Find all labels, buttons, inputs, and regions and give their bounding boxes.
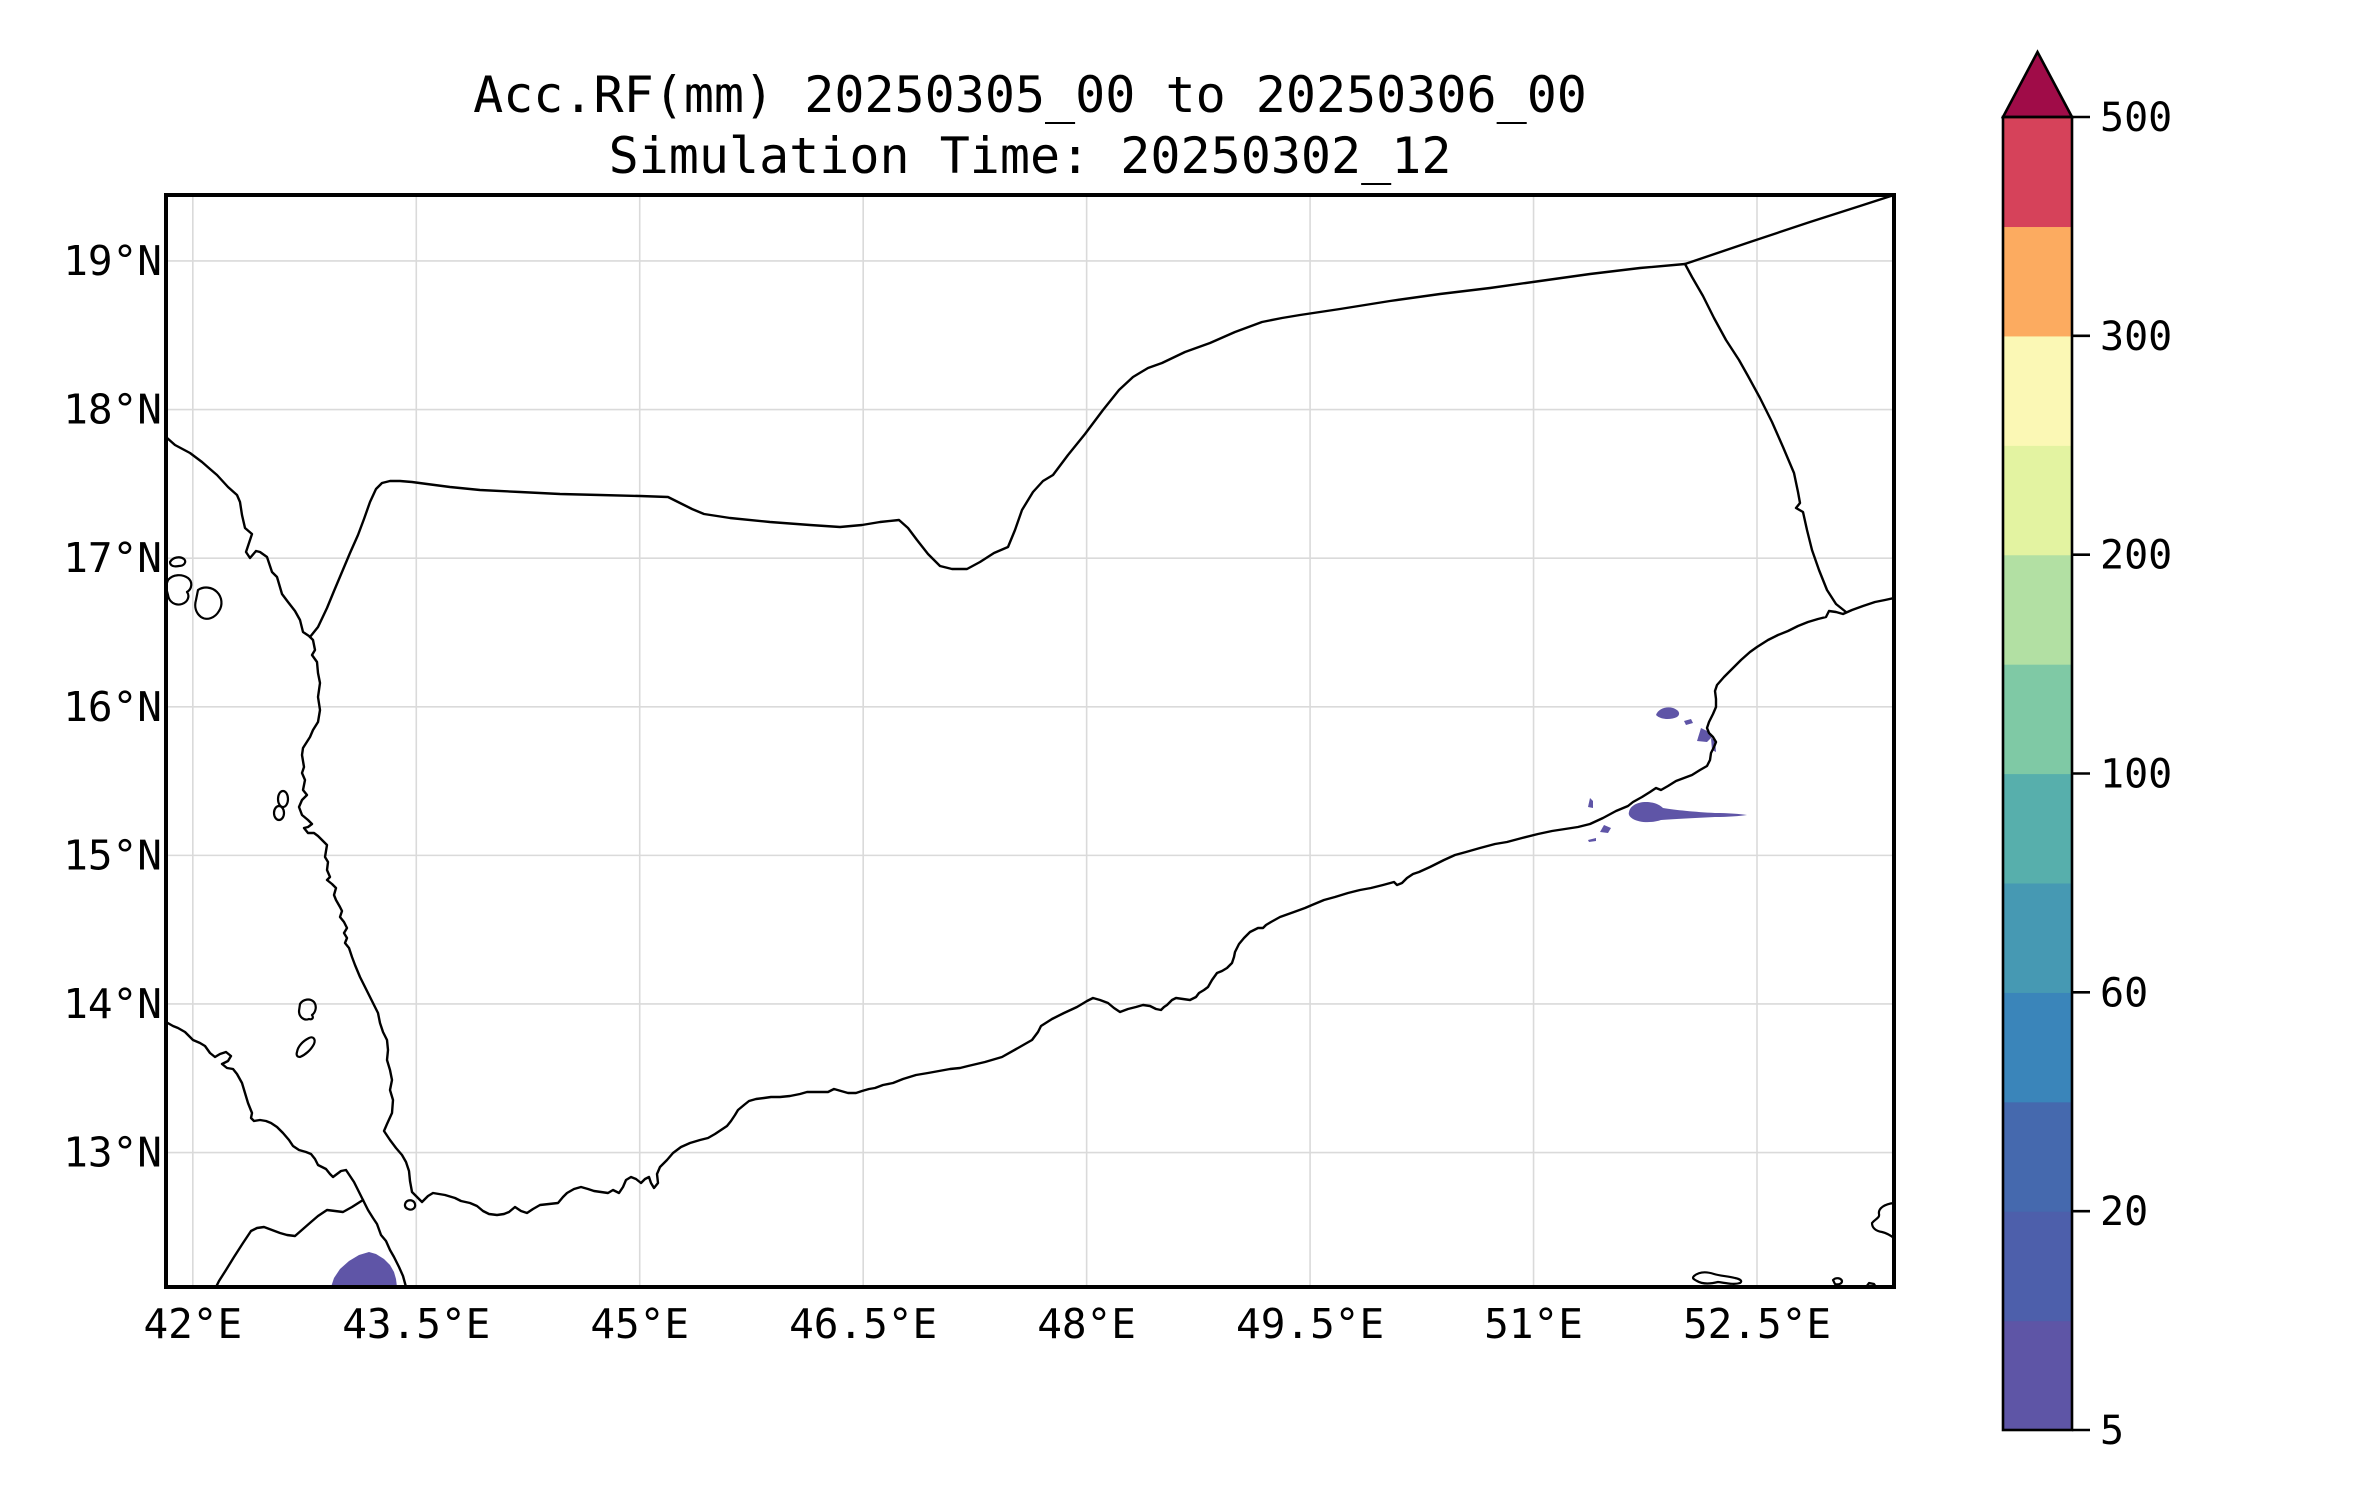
colorbar-segment [2003,554,2072,665]
island-perim [403,1199,417,1211]
border-djibouti [214,1198,365,1287]
x-tick-label: 48°E [1037,1300,1136,1348]
rain-patch-small-dash [1588,838,1596,842]
x-tick-label: 51°E [1484,1300,1583,1348]
y-tick-label: 18°N [63,386,162,434]
x-tick-label: 43.5°E [342,1300,490,1348]
rain-patch-ne-2 [1684,719,1693,725]
colorbar-segment [2003,992,2072,1103]
islands [166,556,1894,1287]
border-yemen-oman [1683,262,1848,614]
island-farasan-1 [168,556,187,568]
colorbar-segment [2003,882,2072,993]
island-tiny-1 [1831,1277,1844,1286]
island-zubair [297,998,317,1021]
colorbar-tick-label: 200 [2100,533,2172,579]
rain-patch-comet [1628,802,1747,823]
island-hanish [295,1036,316,1059]
map-frame [164,193,1896,1289]
map-content [166,195,1894,1287]
y-tick-label: 15°N [63,831,162,879]
colorbar-tick-label: 5 [2100,1408,2124,1454]
colorbar-tick-label: 100 [2100,752,2172,798]
island-kamaran-2 [272,804,286,822]
colorbar: 500 300 200 100 60 20 5 [2000,49,2172,1454]
rainfall-patches [331,707,1747,1287]
colorbar-segment [2003,1320,2072,1431]
rain-patch-ne-3 [1697,728,1712,742]
island-farasan-2 [166,574,193,606]
colorbar-segment [2003,117,2072,228]
colorbar-tick-label: 60 [2100,970,2148,1016]
y-tick-label: 17°N [63,534,162,582]
colorbar-tick-label: 500 [2100,95,2172,141]
coast-cape-guardafui [1870,1201,1894,1240]
island-farasan-3 [194,586,223,620]
y-tick-label: 14°N [63,980,162,1028]
x-tick-label: 49.5°E [1236,1300,1384,1348]
x-tick-label: 46.5°E [789,1300,937,1348]
colorbar-segment [2003,226,2072,337]
x-tick-label: 42°E [143,1300,242,1348]
rain-patch-south-edge [331,1252,397,1287]
y-tick-label: 19°N [63,237,162,285]
figure-subtitle: Simulation Time: 20250302_12 [608,127,1452,185]
coastline-arabia [166,435,1894,1217]
island-abd-al-kuri [1691,1271,1743,1285]
colorbar-segment [2003,445,2072,556]
border-saudi-oman [1683,195,1894,266]
colorbar-segment [2003,335,2072,446]
border-saudi-yemen [308,262,1687,639]
y-tick-label: 16°N [63,683,162,731]
rain-patch-coast-spike [1588,798,1593,808]
island-kamaran-1 [276,789,290,809]
x-axis-tick-labels: 42°E 43.5°E 45°E 46.5°E 48°E 49.5°E 51°E 52.5°E [143,1300,1831,1348]
rain-patch-small-triangle [1600,825,1611,833]
x-tick-label: 52.5°E [1683,1300,1831,1348]
graticule-gridlines [166,195,1894,1287]
y-tick-label: 13°N [63,1129,162,1177]
figure-title: Acc.RF(mm) 20250305_00 to 20250306_00 [473,66,1587,124]
rain-patch-ne-1 [1656,707,1680,720]
x-tick-label: 45°E [590,1300,689,1348]
colorbar-segment [2003,1211,2072,1322]
colorbar-tick-label: 300 [2100,314,2172,360]
colorbar-segment [2003,1101,2072,1212]
y-axis-tick-labels: 19°N 18°N 17°N 16°N 15°N 14°N 13°N [63,237,162,1177]
coastline-africa [166,1020,408,1287]
colorbar-extend-arrow [2000,49,2075,119]
colorbar-tick-label: 20 [2100,1189,2148,1235]
colorbar-segment [2003,773,2072,884]
colorbar-segment [2003,664,2072,775]
